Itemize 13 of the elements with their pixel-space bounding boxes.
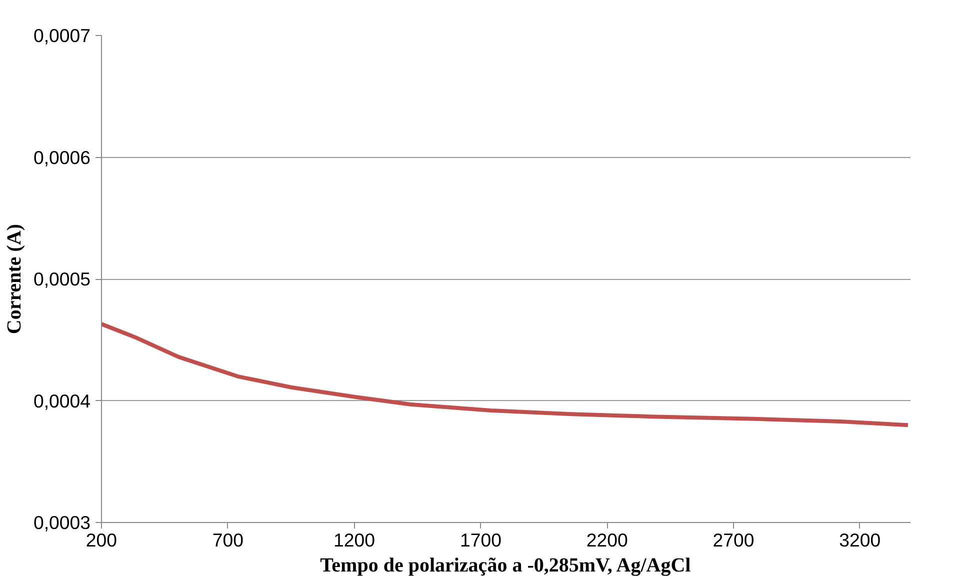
y-tick-label: 0,0005: [33, 268, 90, 290]
x-axis-title: Tempo de polarização a -0,285mV, Ag/AgCl: [320, 554, 692, 576]
y-axis-title: Corrente (A): [3, 224, 26, 334]
line-series: [102, 322, 910, 428]
y-tick-label: 0,0007: [33, 25, 90, 46]
x-tick-label: 1700: [460, 530, 502, 550]
x-tick-label: 1200: [334, 530, 376, 550]
x-tick-label: 2200: [586, 530, 628, 550]
x-tick-label: 700: [212, 530, 244, 550]
y-tick-label: 0,0006: [33, 146, 90, 168]
x-tick-label: 2700: [712, 530, 754, 550]
x-tick-label: 3200: [839, 530, 881, 550]
y-tick-label: 0,0004: [33, 390, 90, 412]
